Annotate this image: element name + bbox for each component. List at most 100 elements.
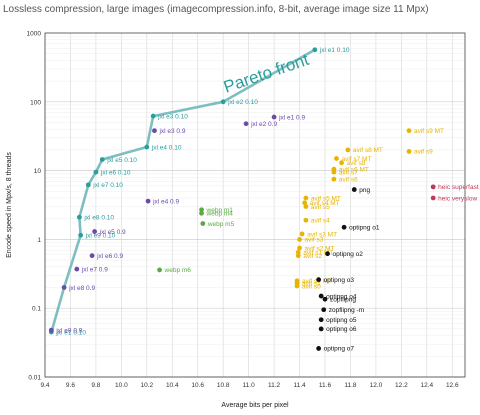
data-point-label: jxl e6 0.9 xyxy=(96,253,123,260)
data-point xyxy=(406,128,412,134)
data-point xyxy=(93,169,99,175)
data-point xyxy=(220,99,226,105)
data-point xyxy=(144,144,150,150)
data-point xyxy=(297,237,302,242)
data-point xyxy=(302,200,308,206)
x-tick-label: 12.2 xyxy=(395,382,408,389)
y-tick-label: 10 xyxy=(34,168,42,175)
data-point xyxy=(74,266,80,272)
x-tick-label: 10.0 xyxy=(115,382,128,389)
data-point-label: jxl e4 0.10 xyxy=(151,144,182,151)
data-point-label: zopflipng -m xyxy=(329,307,364,314)
data-point-label: avif s6 MT xyxy=(339,166,369,173)
data-point-label: optipng o7 xyxy=(324,346,355,353)
data-point-label: jxl e9 0.9 xyxy=(55,327,82,334)
data-point-label: jxl e1 0.9 xyxy=(278,114,305,121)
data-point-label: avif s3 xyxy=(305,237,324,244)
data-point xyxy=(99,157,105,162)
data-point xyxy=(303,217,309,223)
data-point xyxy=(157,267,162,273)
plot-frame xyxy=(44,32,466,378)
pareto-front-annotation: Pareto front xyxy=(221,50,311,97)
data-point xyxy=(351,187,357,192)
data-point-label: jxl e1 0.10 xyxy=(319,47,350,54)
y-tick-label: 0.01 xyxy=(28,375,41,382)
data-point-label: avif s7 xyxy=(339,169,358,176)
data-point xyxy=(199,207,204,213)
x-tick-label: 12.6 xyxy=(446,382,459,389)
data-point-label: avif s8 MT xyxy=(353,147,383,154)
data-point-label: jxl e9 0.10 xyxy=(85,233,116,240)
data-point xyxy=(339,160,344,166)
data-point-label: avif s2 MT xyxy=(305,245,335,252)
data-point-label: avif s9 MT xyxy=(414,128,444,135)
data-point-label: avif s0 xyxy=(302,283,321,290)
data-point-label: optipng o1 xyxy=(349,225,380,232)
data-point xyxy=(294,283,300,289)
data-point-label: avif s9 xyxy=(414,149,433,156)
data-point-label: jxl e2 0.10 xyxy=(227,99,258,106)
data-point xyxy=(295,249,301,255)
data-point xyxy=(325,251,330,257)
data-point xyxy=(334,156,339,161)
data-point-label: avif s1 xyxy=(302,281,321,288)
data-point xyxy=(318,317,324,323)
data-point-label: webp m5 xyxy=(207,221,235,228)
data-point-label: zopflipng xyxy=(330,297,356,304)
data-point-label: jxl e3 0.9 xyxy=(158,128,185,135)
x-tick-label: 9.6 xyxy=(66,382,75,389)
data-point xyxy=(243,121,249,127)
x-tick-label: 10.4 xyxy=(166,382,179,389)
data-point xyxy=(78,232,84,238)
data-point-label: avif s6 xyxy=(339,176,358,183)
data-point-label: png xyxy=(359,187,370,194)
data-point xyxy=(303,195,309,201)
y-tick-label: 1000 xyxy=(27,31,42,38)
data-points: jxl e1 0.10 jxl e2 0.10 jxl e3 0.10 jxl e4 … xyxy=(48,47,479,353)
data-point xyxy=(152,128,157,134)
data-point-label: optipng o6 xyxy=(326,326,357,333)
data-point-label: jxl e4 0.9 xyxy=(152,198,179,205)
data-point-label: avif s2 xyxy=(303,253,322,260)
x-tick-label: 11.4 xyxy=(293,382,306,389)
data-point xyxy=(303,204,309,209)
data-point-label: jxl e2 0.9 xyxy=(250,121,277,128)
data-point xyxy=(150,113,156,119)
data-point-label: jxl e8 0.10 xyxy=(83,215,114,222)
y-tick-label: 100 xyxy=(30,99,41,106)
data-point-label: avif s3 MT xyxy=(307,231,337,238)
data-point-label: avif s4 xyxy=(311,218,330,225)
data-point xyxy=(312,47,318,53)
data-point xyxy=(341,224,347,230)
x-tick-label: 9.8 xyxy=(91,382,100,389)
data-point-label: optipng o2 xyxy=(333,251,364,258)
data-point xyxy=(85,182,91,188)
data-point-label: avif s5 MT xyxy=(311,195,341,202)
y-tick-label: 0.1 xyxy=(32,306,41,313)
data-point-label: webp m4 xyxy=(206,211,234,218)
data-point xyxy=(430,195,436,201)
data-point xyxy=(316,277,322,283)
x-tick-label: 12.4 xyxy=(420,382,433,389)
data-point-label: heic veryslow xyxy=(438,195,477,202)
data-point-label: jxl e1 0.10 xyxy=(55,329,86,336)
x-tick-label: 9.4 xyxy=(40,382,49,389)
data-point-label: avif s8 xyxy=(347,160,366,167)
x-tick-label: 12.0 xyxy=(370,382,383,389)
data-point xyxy=(322,296,328,302)
y-tick-label: 1 xyxy=(37,237,41,244)
data-point xyxy=(318,326,324,332)
data-point-label: jxl e3 0.10 xyxy=(157,113,188,120)
data-point-label: optipng o3 xyxy=(324,277,355,284)
data-point-label: jxl e7 0.9 xyxy=(81,266,108,273)
x-tick-label: 11.6 xyxy=(319,382,332,389)
data-point-label: jxl e5 0.10 xyxy=(106,157,137,164)
x-tick-label: 10.2 xyxy=(140,382,153,389)
x-tick-label: 11.8 xyxy=(344,382,357,389)
data-point xyxy=(199,210,204,216)
x-tick-label: 10.8 xyxy=(217,382,230,389)
data-point xyxy=(271,114,277,120)
chart-title: Lossless compression, large images (imag… xyxy=(3,4,429,15)
data-point xyxy=(145,198,151,204)
